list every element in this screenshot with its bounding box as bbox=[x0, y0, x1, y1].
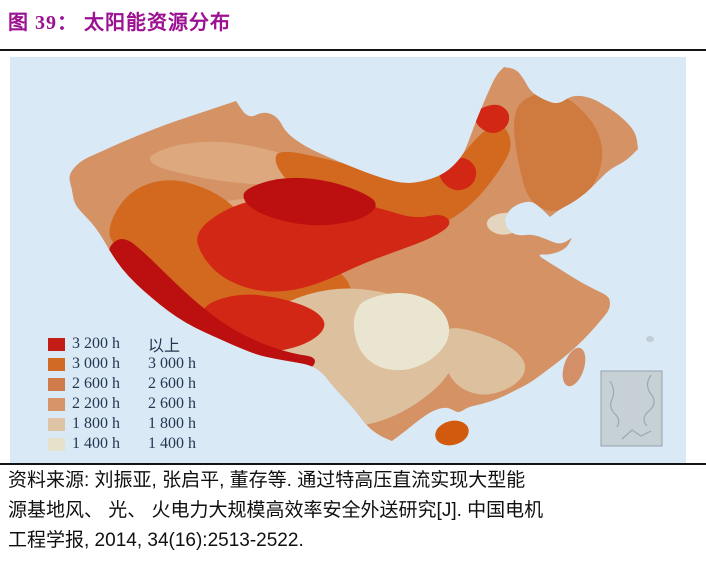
region-darkred-west-tibet bbox=[109, 239, 315, 370]
inset-coastline-left bbox=[609, 380, 620, 428]
region-xinjiang-light-band bbox=[149, 141, 315, 185]
source-line-1: 资料来源: 刘振亚, 张启平, 董存等. 通过特高压直流实现大型能 bbox=[8, 470, 526, 491]
legend-range-label: 1 400 h bbox=[72, 435, 120, 452]
legend-range-label2: 3 000 h bbox=[148, 355, 196, 372]
small-island-dot bbox=[646, 336, 654, 342]
source-line-3: 工程学报, 2014, 34(16):2513-2522. bbox=[8, 530, 304, 551]
taiwan-island bbox=[562, 347, 586, 387]
region-northeast-interior bbox=[514, 92, 603, 211]
china-solar-map bbox=[10, 57, 686, 463]
map-panel: 3 200 h 以上 3 000 h 3 000 h 2 600 h 2 600… bbox=[10, 57, 686, 463]
region-sichuan-cream bbox=[353, 293, 450, 371]
legend-range-label: 3 200 h bbox=[72, 335, 120, 352]
legend-row: 1 400 h 1 400 h bbox=[48, 434, 196, 454]
legend-row: 3 000 h 3 000 h bbox=[48, 354, 196, 374]
legend-row: 3 200 h 以上 bbox=[48, 334, 196, 355]
region-southeast-tan-arm bbox=[440, 328, 526, 395]
legend-swatch bbox=[48, 437, 65, 451]
legend-range-label2: 1 400 h bbox=[148, 435, 196, 452]
legend-range-label2: 1 800 h bbox=[148, 415, 196, 432]
hainan-island bbox=[435, 420, 469, 446]
legend-range-label2: 以上 bbox=[148, 338, 181, 355]
map-legend: 3 200 h 以上 3 000 h 3 000 h 2 600 h 2 600… bbox=[48, 334, 196, 454]
legend-range-label: 2 200 h bbox=[72, 395, 120, 412]
bottom-divider bbox=[0, 463, 706, 465]
legend-range-label2: 2 600 h bbox=[148, 395, 196, 412]
source-line-2: 源基地风、 光、 火电力大规模高效率安全外送研究[J]. 中国电机 bbox=[8, 500, 544, 521]
region-northeast-red-patch-1 bbox=[475, 104, 510, 133]
legend-row: 2 200 h 2 600 h bbox=[48, 394, 196, 414]
legend-swatch bbox=[48, 337, 65, 351]
region-central-red bbox=[197, 194, 450, 292]
legend-swatch bbox=[48, 397, 65, 411]
legend-row: 1 800 h 1 800 h bbox=[48, 414, 196, 434]
legend-row: 2 600 h 2 600 h bbox=[48, 374, 196, 394]
source-citation: 资料来源: 刘振亚, 张启平, 董存等. 通过特高压直流实现大型能 源基地风、 … bbox=[8, 466, 702, 556]
figure-title: 图 39： 太阳能资源分布 bbox=[8, 12, 231, 34]
legend-range-label: 1 800 h bbox=[72, 415, 120, 432]
south-china-sea-inset bbox=[600, 370, 663, 447]
legend-range-label: 3 000 h bbox=[72, 355, 120, 372]
legend-range-label: 2 600 h bbox=[72, 375, 120, 392]
legend-swatch bbox=[48, 377, 65, 391]
top-divider bbox=[0, 49, 706, 51]
inset-coastline-bottom bbox=[621, 429, 652, 440]
legend-range-label2: 2 600 h bbox=[148, 375, 196, 392]
legend-swatch bbox=[48, 417, 65, 431]
legend-swatch bbox=[48, 357, 65, 371]
region-darkred-band bbox=[243, 177, 376, 226]
inset-coastline-right bbox=[643, 374, 655, 427]
